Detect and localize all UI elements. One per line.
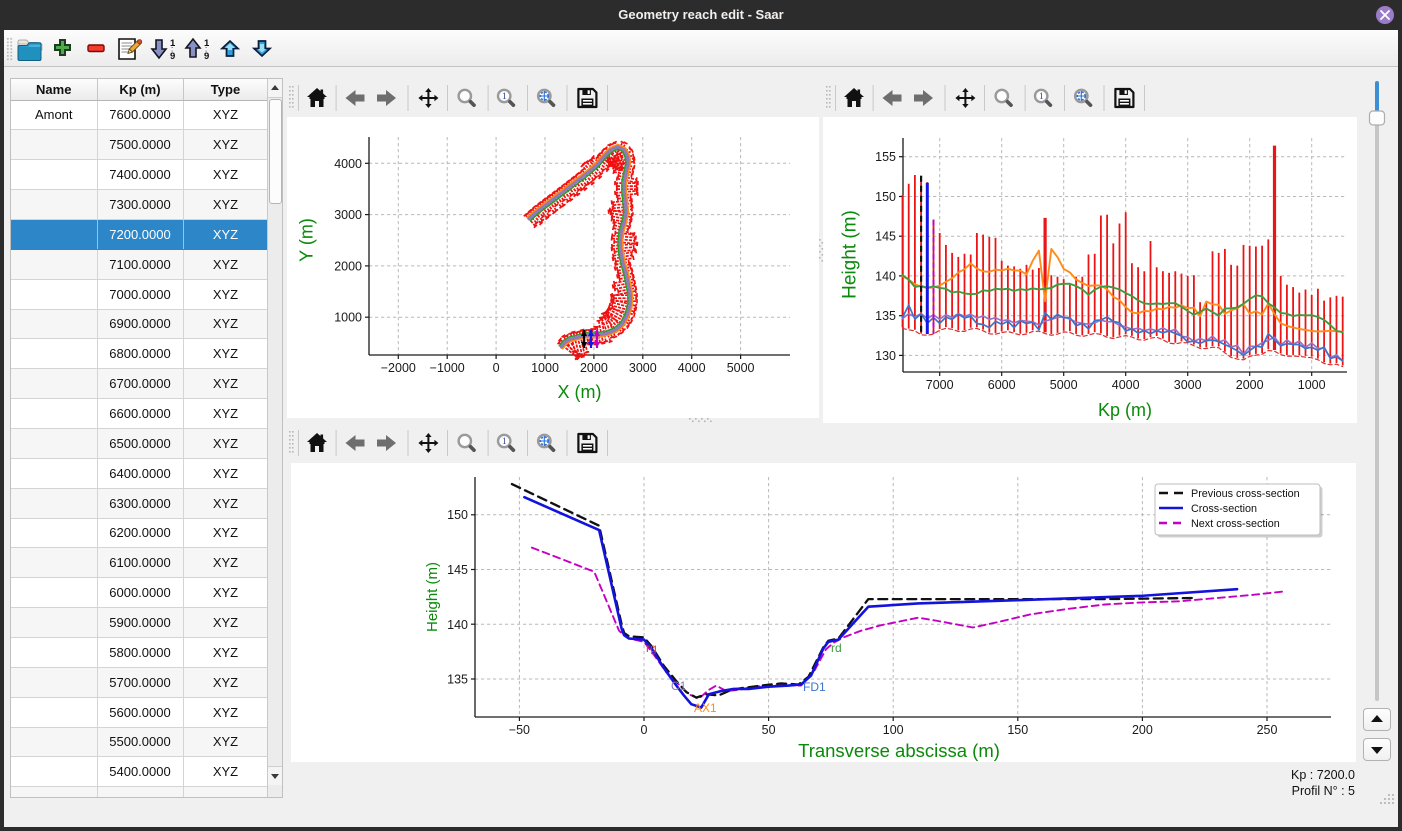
svg-text:4000: 4000 <box>1112 378 1140 392</box>
svg-text::: : <box>171 45 173 54</box>
svg-text:2000: 2000 <box>580 361 608 375</box>
svg-text:rg: rg <box>646 641 657 655</box>
svg-text:7000: 7000 <box>926 378 954 392</box>
svg-text:150: 150 <box>1007 723 1028 737</box>
svg-text:155: 155 <box>875 150 896 164</box>
svg-text:Kp (m): Kp (m) <box>1098 400 1152 420</box>
svg-text:4000: 4000 <box>334 157 362 171</box>
svg-text:Transverse abscissa (m): Transverse abscissa (m) <box>798 740 1000 761</box>
svg-text:145: 145 <box>875 230 896 244</box>
svg-text:AX1: AX1 <box>694 701 717 715</box>
svg-text:Height (m): Height (m) <box>424 562 441 632</box>
svg-text:Next cross-section: Next cross-section <box>1191 518 1280 530</box>
svg-text:0: 0 <box>493 361 500 375</box>
svg-text:FD1: FD1 <box>803 680 826 694</box>
svg-text:−2000: −2000 <box>381 361 416 375</box>
svg-text:Previous cross-section: Previous cross-section <box>1191 488 1300 500</box>
svg-text:4000: 4000 <box>678 361 706 375</box>
svg-text:200: 200 <box>1132 723 1153 737</box>
svg-text:1: 1 <box>170 38 176 49</box>
svg-text:1: 1 <box>1039 91 1044 101</box>
svg-text:145: 145 <box>447 563 468 577</box>
svg-text:C1: C1 <box>671 679 687 693</box>
svg-text:rd: rd <box>831 641 842 655</box>
svg-text:Height (m): Height (m) <box>840 210 861 299</box>
svg-text:6000: 6000 <box>988 378 1016 392</box>
svg-text:5000: 5000 <box>727 361 755 375</box>
svg-text:1000: 1000 <box>531 361 559 375</box>
svg-text:Y (m): Y (m) <box>297 218 317 262</box>
svg-text:1000: 1000 <box>1298 378 1326 392</box>
svg-text:1: 1 <box>502 436 507 446</box>
svg-text:140: 140 <box>875 269 896 283</box>
svg-text:1: 1 <box>502 91 507 101</box>
svg-text:0: 0 <box>641 723 648 737</box>
svg-text:140: 140 <box>447 618 468 632</box>
svg-text:3000: 3000 <box>629 361 657 375</box>
svg-text:Cross-section: Cross-section <box>1191 503 1257 515</box>
svg-text:9: 9 <box>204 51 209 62</box>
svg-text:150: 150 <box>447 508 468 522</box>
svg-text:135: 135 <box>875 309 896 323</box>
svg-text:X (m): X (m) <box>558 382 602 402</box>
svg-text::: : <box>205 45 207 54</box>
svg-text:1000: 1000 <box>334 311 362 325</box>
svg-text:2000: 2000 <box>1236 378 1264 392</box>
svg-text:1: 1 <box>204 38 210 49</box>
svg-text:5000: 5000 <box>1050 378 1078 392</box>
svg-text:2000: 2000 <box>334 259 362 273</box>
svg-text:100: 100 <box>883 723 904 737</box>
svg-text:3000: 3000 <box>1174 378 1202 392</box>
svg-text:9: 9 <box>170 51 175 62</box>
svg-text:250: 250 <box>1257 723 1278 737</box>
svg-text:−1000: −1000 <box>430 361 465 375</box>
svg-text:150: 150 <box>875 190 896 204</box>
svg-text:135: 135 <box>447 673 468 687</box>
svg-text:−50: −50 <box>509 723 530 737</box>
svg-text:50: 50 <box>762 723 776 737</box>
svg-text:3000: 3000 <box>334 208 362 222</box>
svg-text:130: 130 <box>875 349 896 363</box>
